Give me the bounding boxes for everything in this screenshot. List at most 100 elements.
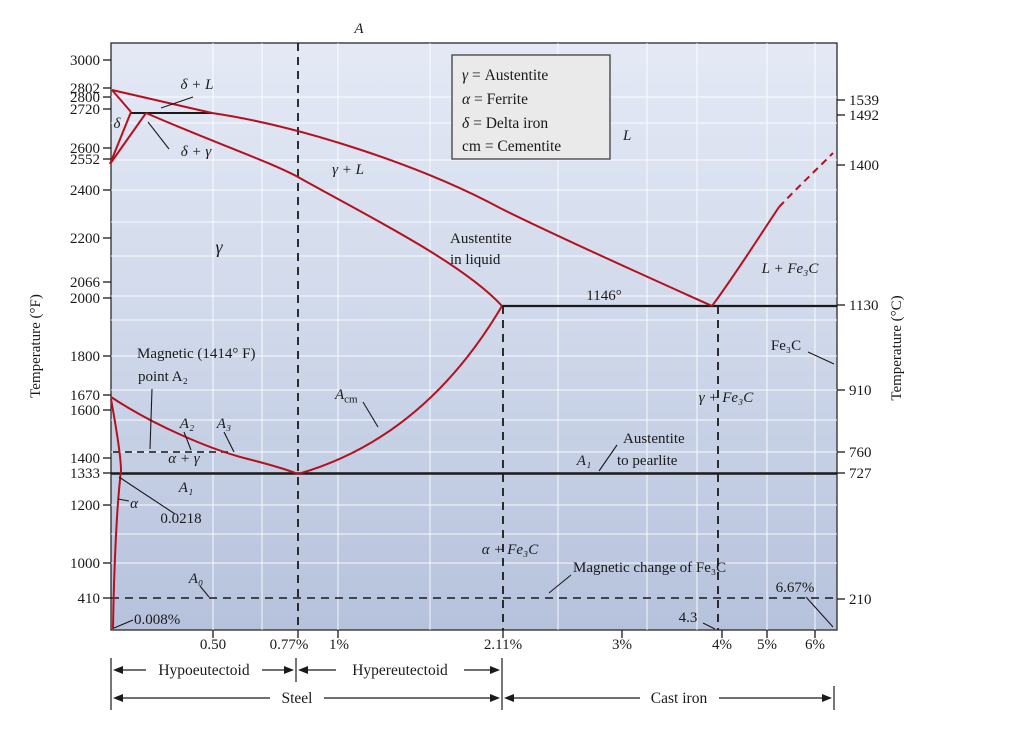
label-gamma: γ [215, 237, 223, 257]
axis-f-tick: 1670 [70, 388, 100, 404]
axis-f-tick: 1800 [70, 349, 100, 365]
legend-text: = Cementite [481, 138, 561, 155]
delta-solidus [111, 89, 132, 113]
axis-c-tick: 910 [849, 383, 872, 399]
axis-f-tick: 2200 [70, 231, 100, 247]
legend-item-delta-iron: δ = Delta iron [462, 115, 548, 132]
delta-gamma-boundary [109, 112, 147, 165]
axis-f-tick: 2000 [70, 291, 100, 307]
axis-c-tick: 1539 [849, 93, 879, 109]
axis-x-tick: 6% [805, 637, 825, 653]
axis-f-tick: 1400 [70, 451, 100, 467]
axis-f-tick: 2802 [70, 81, 100, 97]
cast-iron-label: Cast iron [651, 690, 708, 707]
axis-f-tick: 2600 [70, 141, 100, 157]
composition-brackets: Hypoeutectoid Hypereutectoid Steel Cast … [110, 658, 835, 710]
solidus-curve [145, 112, 503, 307]
hypereutectoid-label: Hypereutectoid [352, 662, 448, 679]
legend-item-ferrite: α = Ferrite [462, 91, 528, 108]
cementite-composition-label: 6.67% [776, 580, 815, 596]
axis-f-tick: 2400 [70, 183, 100, 199]
a1-label-right: A₁ [576, 453, 591, 469]
alpha-symbol: α [462, 91, 471, 108]
axis-x-tick: 3% [612, 637, 632, 653]
legend-text: = Delta iron [469, 115, 548, 132]
axis-f-tick: 3000 [70, 53, 100, 69]
phase-region-labels: A δ + L δ δ + γ γ + L γ L Austentite in … [114, 21, 820, 558]
axis-f-tick: 2066 [70, 275, 101, 291]
label-alpha-plus-fe3c: α + Fe₃C [482, 542, 540, 558]
austenite-to-pearlite-label-1: Austentite [623, 431, 685, 447]
label-alpha-plus-gamma: α + γ [168, 451, 200, 467]
label-alpha: α [130, 496, 139, 512]
a0-label: A₀ [188, 571, 203, 587]
axis-x-tick-labels: 0.50 0.77% 1% 2.11% 3% 4% 5% 6% [200, 637, 825, 653]
red-boundary-curves [109, 89, 834, 630]
axis-c-tick: 210 [849, 592, 872, 608]
legend-box: γ = Austentite α = Ferrite δ = Delta iro… [451, 54, 611, 160]
dashed-construction-lines [111, 43, 837, 630]
max-ferrite-carbon-label: 0.0218 [160, 511, 201, 527]
annotation-labels: 1146° Magnetic (1414° F) point A₂ A₂ A₃ … [134, 288, 814, 628]
legend-item-austenite: γ = Austentite [462, 67, 548, 84]
austenite-to-pearlite-label-2: to pearlite [617, 453, 678, 469]
axis-f-tick: 2800 [70, 90, 100, 106]
a3-curve [110, 396, 299, 475]
axis-f-tick: 1200 [70, 498, 100, 514]
acm-curve [297, 305, 503, 475]
leader-lines [113, 96, 835, 630]
axis-x-tick: 1% [329, 637, 349, 653]
axis-x-tick: 4% [712, 637, 732, 653]
label-delta: δ [114, 116, 122, 132]
axis-f-title: Temperature (°F) [28, 294, 44, 398]
axis-c-tick-labels: 1539 1492 1400 1130 910 760 727 210 [849, 93, 879, 608]
delta-symbol: δ [462, 115, 470, 132]
axis-x-tick: 5% [757, 637, 777, 653]
label-l-plus-fe3c: L + Fe₃C [761, 261, 820, 277]
magnetic-change-fe3c-label: Magnetic change of Fe₃C [573, 560, 726, 576]
magnetic-point-label-1: Magnetic (1414° F) [137, 346, 255, 362]
label-austenite-in-liquid-2: in liquid [450, 252, 501, 268]
a3-label: A₃ [216, 416, 231, 432]
label-gamma-plus-l: γ + L [332, 162, 364, 178]
liquidus-curve [111, 89, 713, 307]
axis-c-tick: 1130 [849, 298, 878, 314]
axis-f-tick: 2720 [70, 102, 100, 118]
eutectic-composition-label: 4.3 [679, 610, 698, 626]
axis-f-tick: 1000 [70, 556, 100, 572]
label-delta-plus-gamma: δ + γ [181, 144, 213, 160]
bracket-lines [110, 658, 835, 710]
axis-x-tick: 0.50 [200, 637, 226, 653]
label-austenite-in-liquid-1: Austentite [450, 231, 512, 247]
legend-item-cementite: cm = Cementite [462, 138, 561, 155]
cm-symbol: cm [462, 138, 481, 155]
a2-label: A₂ [179, 416, 194, 432]
label-gamma-plus-fe3c: γ + Fe₃C [699, 390, 755, 406]
axis-tick-marks [103, 59, 845, 638]
axis-f-tick: 1333 [70, 466, 100, 482]
axis-f-tick: 410 [78, 591, 101, 607]
alpha-solvus [110, 398, 123, 630]
legend-text: = Ferrite [470, 91, 528, 108]
axis-x-tick: 0.77% [270, 637, 309, 653]
legend-frame [451, 54, 611, 160]
legend-text: = Austentite [468, 67, 548, 84]
axis-f-tick: 2552 [70, 152, 100, 168]
axis-c-tick: 760 [849, 445, 872, 461]
black-phase-lines [111, 112, 837, 475]
steel-label: Steel [282, 690, 313, 707]
axis-c-tick: 1492 [849, 108, 879, 124]
label-fe3c: Fe₃C [771, 338, 801, 354]
acm-a: A [334, 387, 345, 403]
label-liquid: L [622, 128, 631, 144]
delta-boundary [109, 111, 132, 165]
axis-f-tick-labels: 3000 2802 2800 2720 2600 2552 2400 2200 … [70, 53, 101, 607]
a1-label-left: A₁ [178, 480, 193, 496]
axis-c-title: Temperature (°C) [889, 295, 905, 400]
hypoeutectoid-label: Hypoeutectoid [158, 662, 250, 679]
room-temp-carbon-label: 0.008% [134, 612, 180, 628]
gamma-symbol: γ [462, 67, 469, 84]
axis-c-tick: 1400 [849, 158, 879, 174]
